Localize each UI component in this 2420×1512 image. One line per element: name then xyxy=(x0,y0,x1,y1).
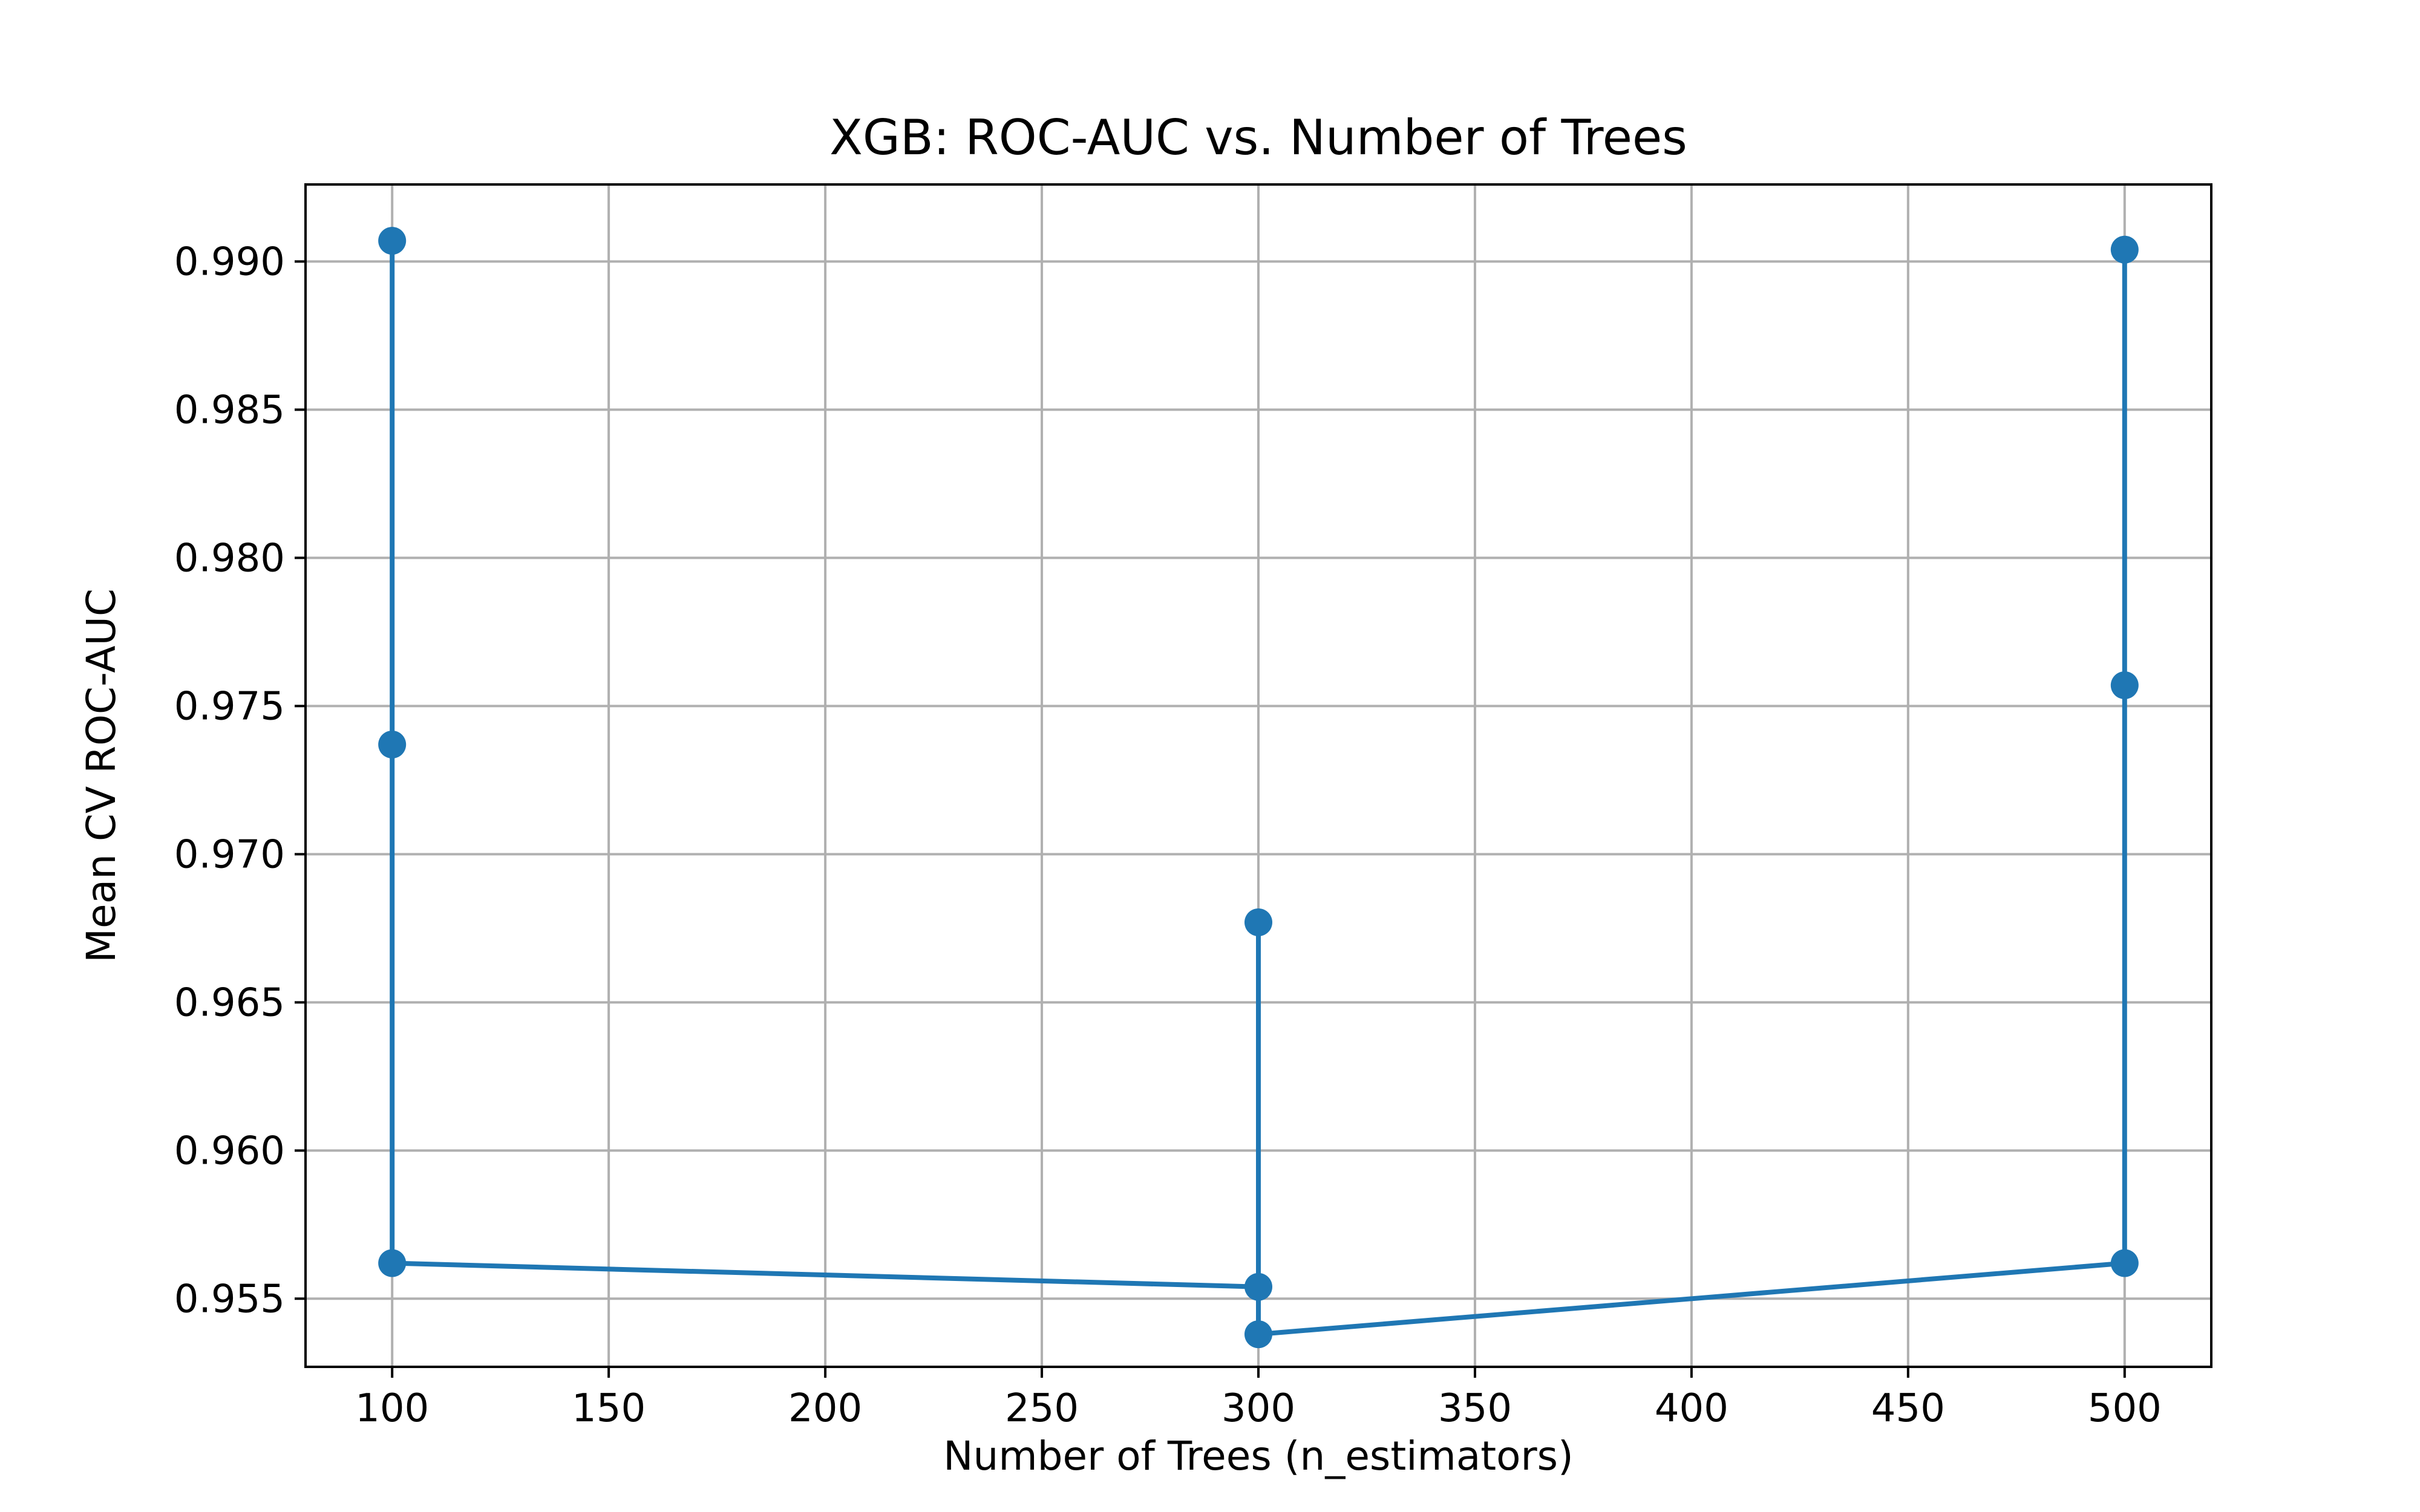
chart-title: XGB: ROC-AUC vs. Number of Trees xyxy=(829,109,1687,166)
data-point xyxy=(1244,908,1272,937)
x-tick-label: 350 xyxy=(1438,1386,1512,1431)
data-point xyxy=(2110,1249,2139,1277)
y-tick-label: 0.965 xyxy=(174,980,285,1025)
y-axis-label: Mean CV ROC-AUC xyxy=(78,588,125,963)
x-tick-label: 500 xyxy=(2088,1386,2162,1431)
data-point xyxy=(2110,235,2139,264)
y-tick-label: 0.990 xyxy=(174,240,285,284)
y-tick-label: 0.975 xyxy=(174,684,285,729)
x-axis-label: Number of Trees (n_estimators) xyxy=(943,1433,1574,1479)
x-tick-label: 450 xyxy=(1871,1386,1945,1431)
x-tick-label: 400 xyxy=(1655,1386,1728,1431)
y-tick-label: 0.980 xyxy=(174,536,285,581)
x-tick-label: 300 xyxy=(1221,1386,1295,1431)
data-point xyxy=(378,731,407,759)
ticks-layer: 100 150 200 250 300 350 400 450 500 0.955 0.960 0.9… xyxy=(174,240,2162,1431)
x-tick-label: 200 xyxy=(788,1386,862,1431)
series-layer xyxy=(378,227,2139,1349)
data-point xyxy=(378,227,407,255)
y-tick-label: 0.960 xyxy=(174,1129,285,1173)
data-point xyxy=(378,1249,407,1277)
data-point xyxy=(2110,671,2139,700)
x-tick-label: 100 xyxy=(355,1386,429,1431)
x-tick-label: 250 xyxy=(1005,1386,1079,1431)
y-tick-label: 0.955 xyxy=(174,1277,285,1321)
y-tick-label: 0.970 xyxy=(174,832,285,877)
y-tick-label: 0.985 xyxy=(174,388,285,432)
data-point xyxy=(1244,1272,1272,1301)
x-tick-label: 150 xyxy=(572,1386,646,1431)
data-point xyxy=(1244,1320,1272,1349)
